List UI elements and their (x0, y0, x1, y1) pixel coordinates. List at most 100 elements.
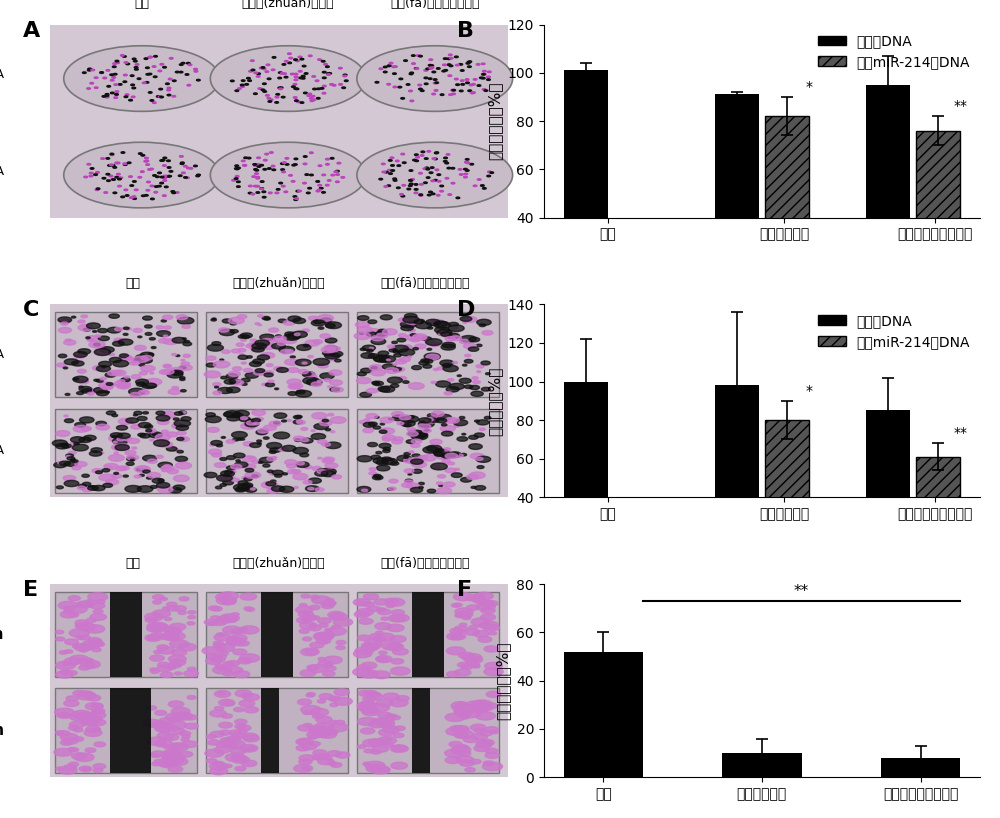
Circle shape (163, 195, 166, 196)
Circle shape (426, 319, 440, 326)
Circle shape (165, 757, 184, 764)
Circle shape (168, 175, 171, 177)
Circle shape (470, 453, 484, 459)
Circle shape (235, 90, 239, 92)
Circle shape (442, 431, 453, 436)
Circle shape (388, 488, 393, 490)
Circle shape (266, 364, 273, 366)
Circle shape (412, 461, 427, 468)
Circle shape (159, 339, 170, 344)
Circle shape (113, 167, 117, 169)
Circle shape (171, 659, 186, 666)
Circle shape (270, 447, 281, 452)
Circle shape (464, 173, 468, 175)
Circle shape (473, 700, 492, 708)
Circle shape (230, 730, 241, 735)
Circle shape (116, 62, 119, 64)
Circle shape (215, 664, 225, 668)
Circle shape (335, 752, 350, 758)
Circle shape (368, 353, 379, 358)
Circle shape (158, 186, 161, 187)
Circle shape (223, 480, 233, 485)
Circle shape (246, 356, 252, 358)
Circle shape (282, 171, 285, 173)
Circle shape (157, 486, 173, 492)
Circle shape (431, 320, 444, 326)
Circle shape (374, 355, 390, 362)
Circle shape (254, 169, 257, 170)
Circle shape (481, 78, 485, 79)
Circle shape (427, 489, 436, 492)
Circle shape (296, 390, 305, 394)
Circle shape (66, 454, 74, 457)
Circle shape (305, 173, 309, 175)
Circle shape (310, 174, 313, 176)
Text: F: F (457, 580, 472, 600)
Circle shape (235, 176, 239, 178)
Circle shape (266, 95, 269, 97)
Circle shape (433, 449, 450, 456)
Circle shape (136, 380, 148, 384)
Circle shape (431, 193, 435, 195)
Circle shape (207, 739, 220, 745)
Circle shape (163, 164, 166, 166)
Circle shape (327, 627, 346, 636)
Circle shape (208, 622, 216, 625)
Circle shape (392, 341, 397, 344)
Circle shape (269, 328, 279, 332)
Circle shape (213, 391, 222, 395)
Circle shape (380, 386, 395, 393)
Text: A: A (23, 20, 40, 41)
Circle shape (362, 645, 378, 651)
Circle shape (172, 424, 183, 429)
Circle shape (137, 486, 153, 492)
Circle shape (285, 350, 294, 353)
Circle shape (292, 331, 307, 338)
Circle shape (308, 356, 313, 357)
Circle shape (244, 478, 252, 481)
Circle shape (61, 322, 68, 325)
Circle shape (316, 181, 320, 182)
Circle shape (293, 196, 297, 197)
Circle shape (187, 622, 195, 625)
Circle shape (477, 85, 481, 87)
Circle shape (111, 178, 115, 180)
Circle shape (96, 391, 108, 396)
Circle shape (85, 748, 96, 753)
Circle shape (300, 453, 309, 456)
Circle shape (319, 730, 337, 739)
Circle shape (162, 369, 174, 375)
Text: *: * (806, 384, 813, 398)
Circle shape (60, 670, 71, 675)
Circle shape (258, 324, 262, 326)
Circle shape (378, 712, 392, 718)
Circle shape (214, 747, 230, 753)
Circle shape (309, 728, 326, 735)
Circle shape (69, 629, 89, 637)
Circle shape (169, 171, 173, 172)
Circle shape (250, 443, 261, 447)
Circle shape (162, 430, 168, 433)
Circle shape (132, 447, 137, 449)
Circle shape (90, 603, 105, 609)
Circle shape (167, 88, 171, 89)
Circle shape (169, 488, 182, 493)
Circle shape (178, 437, 189, 442)
Circle shape (303, 711, 312, 715)
Circle shape (449, 57, 453, 59)
Circle shape (325, 442, 341, 448)
Circle shape (394, 726, 405, 730)
Circle shape (64, 46, 219, 111)
Circle shape (113, 442, 117, 443)
Circle shape (454, 732, 468, 738)
Circle shape (164, 339, 178, 344)
Circle shape (368, 422, 377, 426)
Circle shape (266, 482, 276, 486)
Circle shape (373, 426, 381, 429)
Circle shape (447, 333, 460, 339)
Circle shape (114, 97, 118, 98)
Circle shape (245, 488, 257, 492)
Circle shape (363, 488, 370, 492)
Circle shape (226, 640, 238, 645)
Circle shape (358, 717, 377, 726)
